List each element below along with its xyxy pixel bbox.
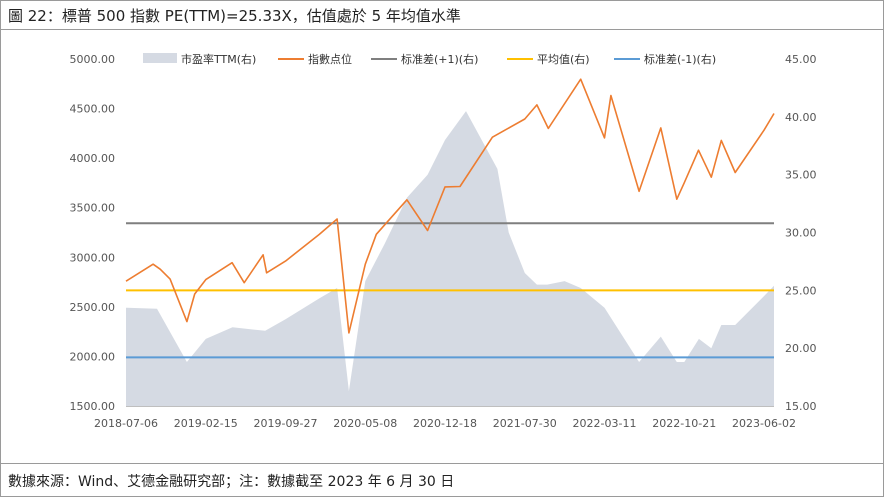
x-tick-label: 2019-02-15 [174, 417, 238, 430]
figure-title: 圖 22：標普 500 指數 PE(TTM)=25.33X，估值處於 5 年均值… [8, 7, 461, 25]
legend-pe-ttm-swatch [143, 53, 177, 63]
chart-legend: 市盈率TTM(右) 指數点位 标准差(+1)(右) 平均值(右) 标准差(-1)(右) [143, 52, 716, 66]
y-right-tick-label: 40.00 [785, 111, 817, 124]
x-tick-label: 2021-07-30 [493, 417, 557, 430]
chart-series-layer [125, 78, 775, 406]
x-tick-label: 2018-07-06 [94, 417, 158, 430]
y-left-tick-label: 3500.00 [70, 202, 116, 215]
y-right-tick-label: 25.00 [785, 284, 817, 297]
y-left-tick-label: 2000.00 [70, 350, 116, 363]
x-tick-label: 2022-10-21 [652, 417, 716, 430]
legend-std-plus1-label: 标准差(+1)(右) [401, 52, 478, 66]
x-tick-label: 2020-05-08 [333, 417, 397, 430]
y-left-tick-label: 4500.00 [70, 103, 116, 116]
x-tick-label: 2023-06-02 [732, 417, 796, 430]
legend-pe-ttm-label: 市盈率TTM(右) [181, 52, 256, 66]
source-divider [0, 463, 884, 464]
x-tick-label: 2019-09-27 [254, 417, 318, 430]
y-left-tick-label: 5000.00 [70, 53, 116, 66]
y-right-tick-label: 30.00 [785, 227, 817, 240]
legend-index-label: 指數点位 [308, 52, 352, 66]
y-right-tick-label: 15.00 [785, 400, 817, 413]
y-left-tick-label: 3000.00 [70, 251, 116, 264]
y-right-tick-label: 35.00 [785, 169, 817, 182]
y-left-tick-label: 4000.00 [70, 152, 116, 165]
x-tick-label: 2020-12-18 [413, 417, 477, 430]
source-note: 數據來源：Wind、艾德金融研究部；注：數據截至 2023 年 6 月 30 日 [8, 474, 455, 490]
x-tick-label: 2022-03-11 [573, 417, 637, 430]
title-divider [0, 29, 884, 30]
y-right-tick-label: 45.00 [785, 53, 817, 66]
y-left-tick-label: 2500.00 [70, 301, 116, 314]
index-level-line [125, 78, 775, 334]
legend-mean-label: 平均值(右) [537, 52, 590, 66]
pe-ttm-area [126, 111, 774, 406]
legend-std-minus1-label: 标准差(-1)(右) [644, 52, 716, 66]
chart-axes: 5000.00 4500.00 4000.00 3500.00 3000.00 2500.… [70, 53, 817, 430]
y-right-tick-label: 20.00 [785, 342, 817, 355]
y-left-tick-label: 1500.00 [70, 400, 116, 413]
